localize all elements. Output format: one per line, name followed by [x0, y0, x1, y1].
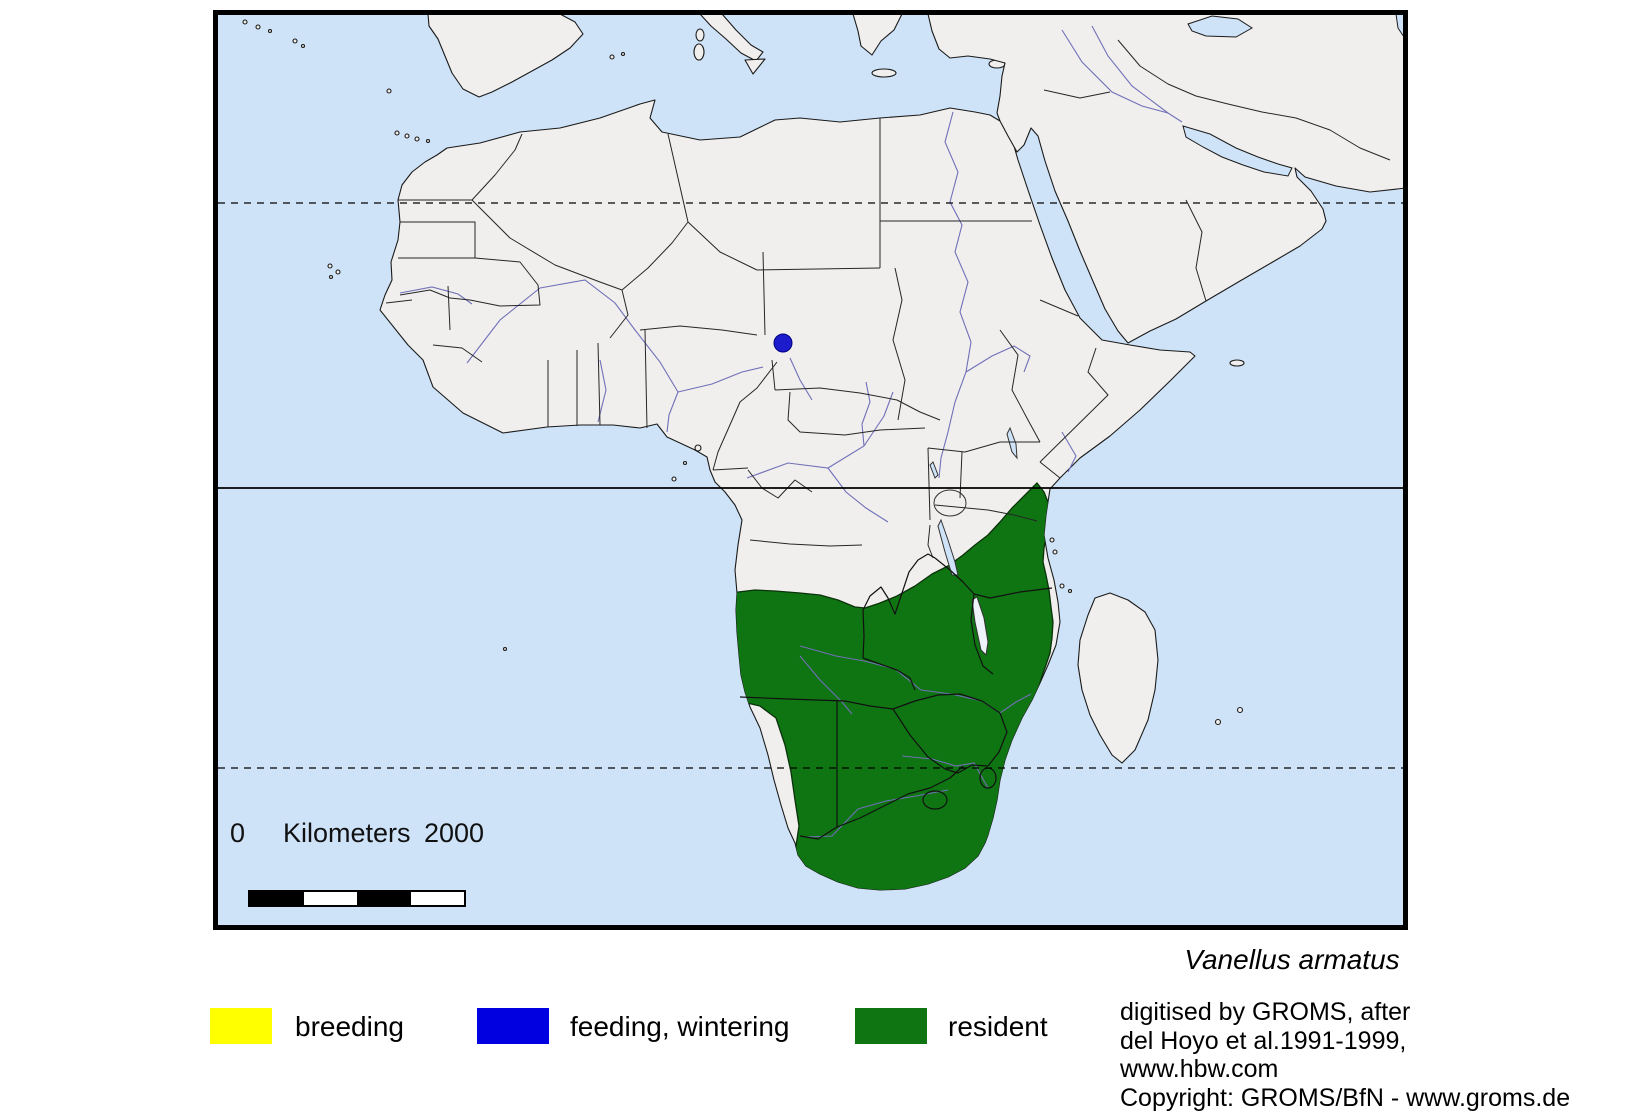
attribution-line: digitised by GROMS, after: [1120, 998, 1411, 1026]
feeding-wintering-point: [773, 333, 793, 353]
crete: [871, 68, 897, 78]
rivers: [399, 25, 1183, 838]
lake-victoria: [933, 489, 967, 517]
asia-landmass: [927, 13, 1407, 344]
country-borders: [385, 39, 1391, 559]
persian-gulf: [1182, 125, 1293, 177]
map-frame: [213, 10, 1408, 930]
mauritius-island: [1236, 706, 1244, 714]
bioko-island: [694, 444, 702, 452]
comoros-islands: [1059, 583, 1065, 589]
breeding-label: breeding: [295, 1011, 404, 1042]
canary-islands: [394, 130, 400, 136]
corsica: [695, 28, 705, 42]
sardinia: [693, 43, 705, 61]
attribution-line: del Hoyo et al.1991-1999,: [1120, 1026, 1407, 1055]
species-name: Vanellus armatus: [1184, 944, 1400, 975]
copyright-line: Copyright: GROMS/BfN - www.groms.de: [1120, 1083, 1571, 1112]
iberia: [427, 13, 584, 98]
scale-bar-segment: [357, 892, 411, 905]
scale-bar-segment: [250, 892, 304, 905]
sicily: [744, 58, 766, 75]
cape-verde-islands: [327, 263, 333, 269]
scale-end-label: 2000: [424, 818, 485, 848]
madagascar: [1077, 592, 1159, 764]
italy: [699, 13, 764, 62]
inland-seas: [1182, 13, 1407, 177]
lake-albert: [929, 461, 939, 479]
lesotho-border: [922, 790, 948, 810]
range-country-borders: [739, 553, 1053, 840]
resident-range: [729, 482, 1054, 890]
resident-label: resident: [948, 1011, 1048, 1042]
scale-bar-segment: [303, 892, 357, 905]
scale-bar-segment: [410, 892, 464, 905]
distribution-map: [213, 10, 1408, 930]
attribution-block: digitised by GROMS, after del Hoyo et al…: [1120, 998, 1570, 1112]
scale-bar: [248, 890, 466, 907]
attribution-line: www.hbw.com: [1120, 1055, 1279, 1083]
breeding-swatch: [210, 1008, 272, 1044]
graticule: [218, 202, 1405, 769]
reunion-island: [1214, 718, 1222, 726]
feeding-wintering-label: feeding, wintering: [570, 1011, 790, 1042]
black-sea: [1187, 15, 1253, 38]
resident-swatch: [855, 1008, 927, 1044]
feeding-wintering-swatch: [477, 1008, 549, 1044]
greece: [852, 13, 903, 56]
scale-start-label: 0: [230, 818, 246, 848]
scale-unit-label: Kilometers: [283, 818, 411, 848]
lake-turkana: [1006, 426, 1018, 460]
socotra-island: [1229, 359, 1245, 367]
madeira-island: [386, 88, 392, 94]
